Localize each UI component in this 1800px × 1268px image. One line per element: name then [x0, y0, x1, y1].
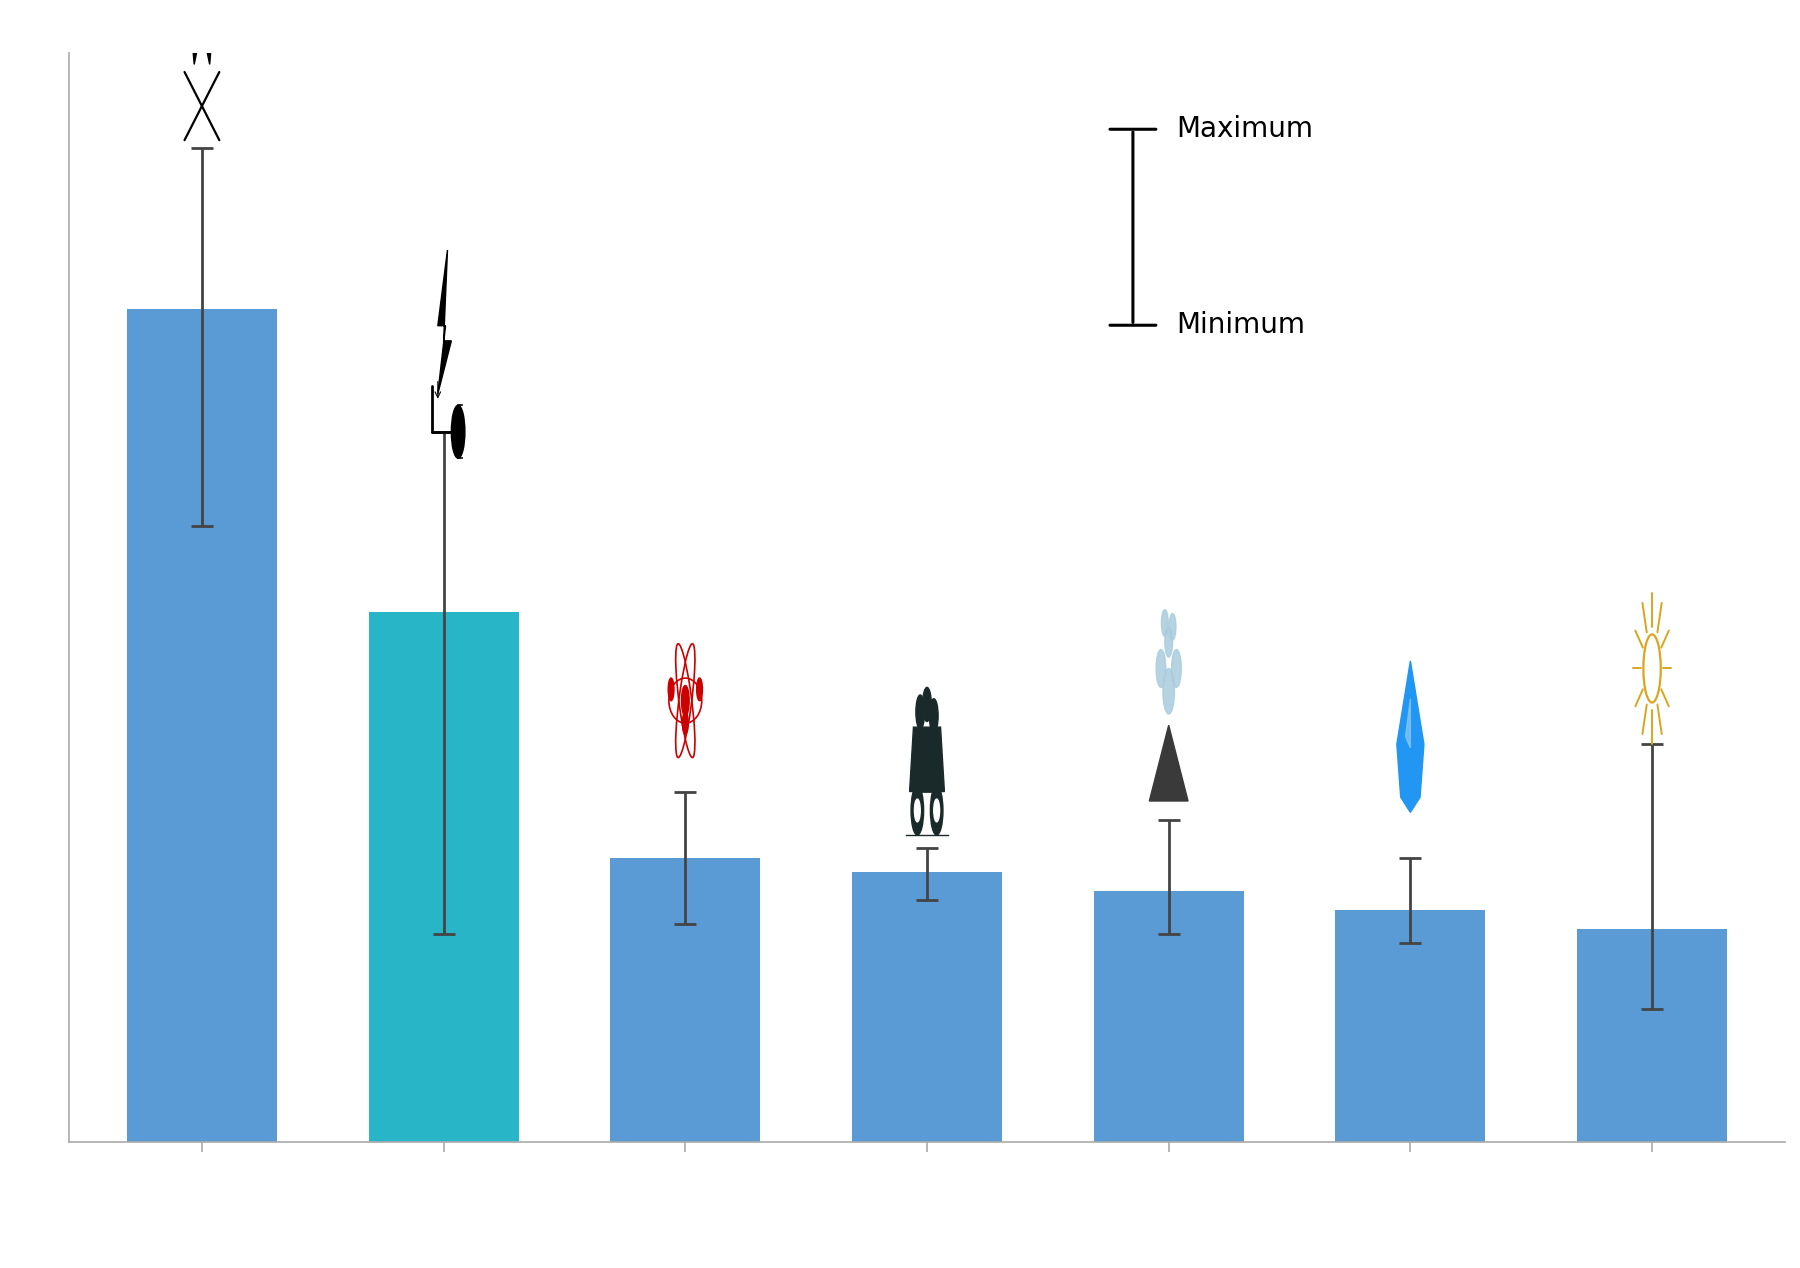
Bar — [1094, 891, 1244, 1142]
Text: Minimum: Minimum — [1175, 311, 1305, 340]
Circle shape — [929, 699, 938, 733]
Bar — [851, 872, 1003, 1142]
Circle shape — [452, 406, 464, 458]
Circle shape — [1170, 614, 1175, 640]
Bar — [128, 308, 277, 1142]
Circle shape — [697, 678, 702, 701]
Circle shape — [911, 786, 923, 836]
Polygon shape — [1150, 725, 1188, 801]
Circle shape — [668, 678, 673, 701]
Circle shape — [1165, 626, 1172, 657]
Polygon shape — [191, 0, 214, 65]
Circle shape — [1163, 668, 1174, 714]
Polygon shape — [1397, 661, 1424, 813]
Circle shape — [682, 686, 689, 716]
Circle shape — [923, 687, 931, 721]
Circle shape — [931, 786, 943, 836]
Polygon shape — [909, 727, 945, 791]
Circle shape — [1172, 649, 1181, 687]
Circle shape — [1156, 649, 1166, 687]
Circle shape — [934, 799, 940, 822]
Circle shape — [916, 695, 925, 729]
Circle shape — [682, 711, 688, 734]
Circle shape — [914, 799, 920, 822]
Polygon shape — [437, 250, 452, 394]
Bar — [1336, 910, 1485, 1142]
Bar — [610, 858, 760, 1142]
Polygon shape — [1406, 699, 1411, 748]
Circle shape — [1161, 610, 1168, 637]
Bar — [369, 611, 518, 1142]
Bar — [1577, 929, 1726, 1142]
Text: Maximum: Maximum — [1175, 115, 1312, 143]
